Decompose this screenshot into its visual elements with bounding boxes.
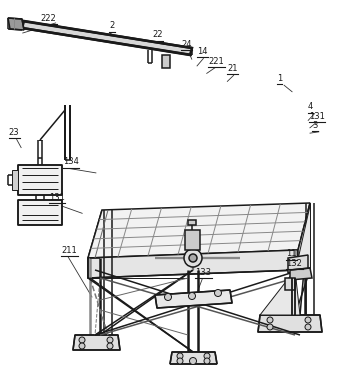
Polygon shape bbox=[260, 270, 300, 315]
Circle shape bbox=[177, 358, 183, 364]
Text: 133: 133 bbox=[195, 268, 212, 277]
Polygon shape bbox=[285, 278, 295, 290]
Text: 131: 131 bbox=[309, 112, 325, 121]
Text: 22: 22 bbox=[152, 31, 163, 39]
Polygon shape bbox=[170, 352, 217, 364]
Polygon shape bbox=[88, 250, 298, 278]
Polygon shape bbox=[88, 210, 102, 278]
Circle shape bbox=[305, 324, 311, 330]
Text: 2: 2 bbox=[109, 21, 115, 30]
Circle shape bbox=[164, 294, 172, 301]
Circle shape bbox=[107, 343, 113, 349]
Text: 222: 222 bbox=[41, 14, 56, 23]
Text: 134: 134 bbox=[63, 158, 78, 166]
Polygon shape bbox=[88, 203, 310, 258]
Circle shape bbox=[107, 337, 113, 343]
Polygon shape bbox=[73, 335, 120, 350]
Polygon shape bbox=[18, 165, 62, 195]
Circle shape bbox=[267, 317, 273, 323]
Polygon shape bbox=[298, 203, 310, 270]
Circle shape bbox=[79, 343, 85, 349]
Circle shape bbox=[215, 290, 222, 297]
Text: 131: 131 bbox=[49, 193, 65, 202]
Circle shape bbox=[189, 254, 197, 262]
Text: 132: 132 bbox=[286, 259, 302, 268]
Polygon shape bbox=[162, 55, 170, 68]
Circle shape bbox=[204, 358, 210, 364]
Text: 11: 11 bbox=[286, 250, 297, 258]
Text: 3: 3 bbox=[312, 121, 318, 130]
Text: 211: 211 bbox=[61, 246, 77, 255]
Polygon shape bbox=[188, 220, 196, 225]
Polygon shape bbox=[18, 200, 62, 225]
Circle shape bbox=[79, 337, 85, 343]
Circle shape bbox=[305, 317, 311, 323]
Polygon shape bbox=[8, 18, 24, 30]
Circle shape bbox=[190, 357, 196, 364]
Text: 221: 221 bbox=[208, 57, 224, 66]
Polygon shape bbox=[295, 203, 310, 270]
Circle shape bbox=[177, 353, 183, 359]
Text: 24: 24 bbox=[181, 40, 192, 49]
Circle shape bbox=[184, 249, 202, 267]
Text: 23: 23 bbox=[9, 128, 19, 137]
Polygon shape bbox=[288, 255, 308, 273]
Polygon shape bbox=[290, 268, 312, 280]
Polygon shape bbox=[12, 170, 18, 190]
Circle shape bbox=[189, 293, 195, 300]
Polygon shape bbox=[155, 290, 232, 308]
Text: 1: 1 bbox=[277, 74, 282, 83]
Circle shape bbox=[267, 324, 273, 330]
Polygon shape bbox=[185, 230, 200, 250]
Text: 4: 4 bbox=[308, 102, 313, 111]
Polygon shape bbox=[258, 315, 322, 332]
Text: 21: 21 bbox=[227, 64, 238, 73]
Polygon shape bbox=[22, 21, 192, 55]
Text: 14: 14 bbox=[197, 47, 207, 56]
Circle shape bbox=[204, 353, 210, 359]
